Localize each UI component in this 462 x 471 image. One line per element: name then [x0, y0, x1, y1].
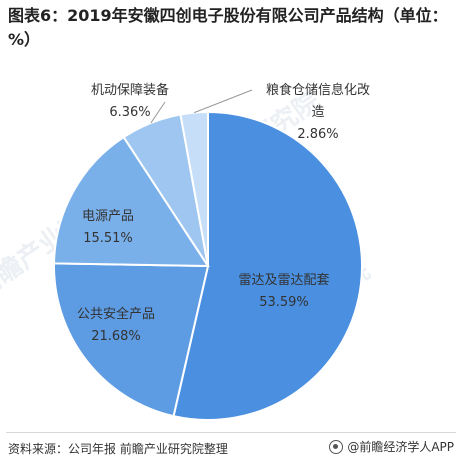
brand-logo-icon — [329, 439, 344, 454]
slice-value-label: 21.68% — [91, 329, 141, 344]
pie-slice — [179, 110, 209, 267]
leader-line — [193, 89, 253, 114]
slice-category-label: 粮食仓储信息化改 — [266, 82, 370, 98]
slice-value-label: 2.86% — [297, 127, 338, 142]
slice-category-label: 雷达及雷达配套 — [238, 272, 329, 288]
brand-label: @前瞻经济学人APP — [347, 440, 454, 454]
footer-divider — [6, 432, 456, 433]
slice-category-label: 公共安全产品 — [77, 306, 155, 322]
slice-category-label: 电源产品 — [82, 209, 134, 224]
slice-category-label: 造 — [311, 105, 324, 120]
brand: @前瞻经济学人APP — [329, 438, 454, 455]
slice-value-label: 15.51% — [83, 231, 133, 246]
source-note: 资料来源：公司年报 前瞻产业研究院整理 — [8, 442, 228, 456]
pie-slice — [53, 262, 210, 418]
slice-value-label: 53.59% — [259, 295, 309, 310]
slice-category-label: 机动保障装备 — [91, 82, 169, 98]
pie-slice — [53, 135, 210, 268]
slice-value-label: 6.36% — [109, 105, 150, 120]
pie-slice — [172, 110, 363, 421]
chart-title: 图表6：2019年安徽四创电子股份有限公司产品结构（单位：%） — [8, 6, 448, 49]
leader-line — [150, 101, 166, 124]
